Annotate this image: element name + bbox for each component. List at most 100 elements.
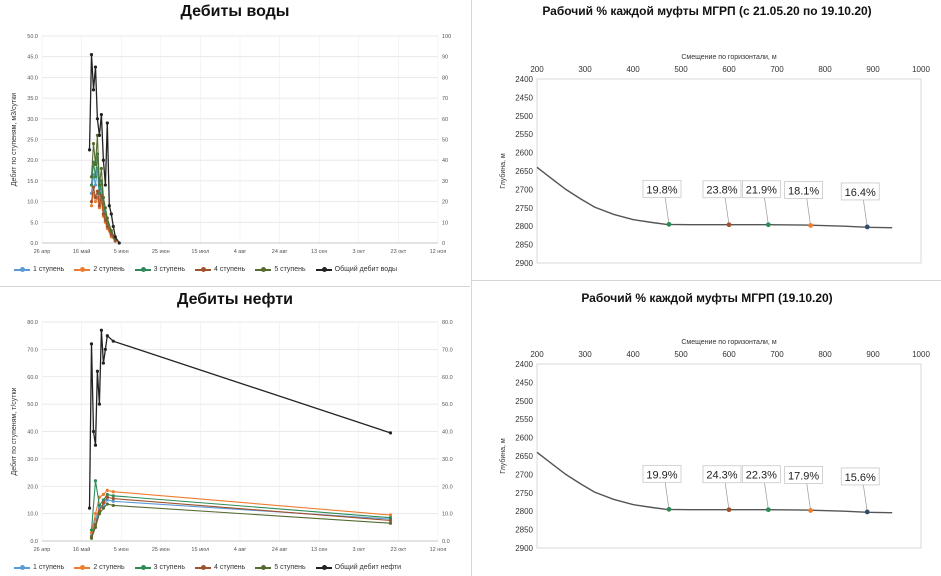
legend-label: Общий дебит воды — [334, 266, 398, 273]
legend-item: 5 ступень — [255, 564, 306, 571]
data-point — [101, 506, 105, 510]
legend-item: Общий дебит воды — [315, 266, 398, 273]
legend-item: 5 ступень — [255, 266, 306, 273]
data-point — [91, 185, 96, 189]
data-point — [97, 503, 102, 508]
chart-title: Рабочий % каждой муфты МГРП (19.10.20) — [581, 291, 833, 305]
data-point — [101, 158, 105, 162]
data-point — [97, 204, 102, 208]
legend-item: 4 ступень — [194, 266, 246, 273]
callout-box — [642, 179, 682, 198]
data-point — [93, 175, 98, 179]
data-point — [93, 200, 98, 204]
data-point — [113, 235, 117, 239]
legend-item: 1 ступень — [14, 564, 64, 571]
data-label: 24.3% — [706, 470, 737, 482]
y-tick-label: 30.0 — [27, 117, 38, 123]
trajectory-line — [536, 166, 893, 229]
data-point — [101, 361, 105, 365]
data-point — [103, 218, 107, 222]
y-tick-label: 2400 — [515, 75, 533, 84]
y-tick-label: 2650 — [515, 167, 533, 176]
callout-leader — [806, 197, 811, 226]
profile-top-chart: Смещение по горизонтали, м 200 300 400 500 60… — [499, 54, 930, 268]
legend-swatch — [134, 564, 151, 570]
profile-bottom-panel: Рабочий % каждой муфты МГРП (19.10.20) С… — [473, 283, 941, 576]
data-point — [89, 183, 94, 187]
data-point — [101, 501, 105, 505]
data-label: 17.9% — [788, 470, 819, 482]
y2-tick-label: 80 — [442, 75, 448, 81]
y-tick-label: 50.0 — [27, 402, 38, 408]
y-tick-label: 15.0 — [27, 179, 38, 185]
muft-point — [666, 221, 672, 227]
x-tick-label: 400 — [626, 65, 640, 74]
muft-point — [864, 509, 870, 515]
x-axis-label: Смещение по горизонтали, м — [681, 339, 776, 346]
data-point — [101, 195, 105, 200]
x-tick-label: 26 апр — [34, 249, 51, 255]
legend-swatch — [194, 564, 211, 570]
x-tick-label: 5 июн — [114, 249, 129, 255]
x-tick-label: 12 ноя — [430, 249, 447, 255]
data-label: 19.8% — [646, 184, 677, 196]
data-point — [388, 431, 393, 435]
x-tick-label: 1000 — [912, 350, 930, 359]
y2-tick-label: 100 — [442, 34, 451, 40]
data-point — [109, 212, 113, 216]
vertical-divider — [471, 0, 472, 576]
data-point — [107, 204, 111, 208]
legend-label: 2 ступень — [93, 564, 125, 571]
legend-label: 4 ступень — [213, 266, 246, 273]
muft-point — [726, 222, 732, 228]
x-tick-label: 5 июн — [114, 547, 129, 553]
x-tick-label: 200 — [530, 65, 544, 74]
data-point — [91, 142, 96, 146]
y2-tick-label: 40.0 — [442, 430, 453, 436]
data-point — [95, 369, 100, 373]
x-tick-label: 1000 — [912, 65, 930, 74]
x-tick-label: 500 — [674, 65, 688, 74]
x-tick-label: 900 — [866, 65, 880, 74]
x-tick-label: 15 июл — [191, 249, 209, 255]
muft-point — [808, 508, 813, 513]
y2-tick-label: 30.0 — [442, 457, 453, 463]
y-tick-label: 2450 — [515, 93, 533, 102]
left-horizontal-divider — [0, 286, 470, 287]
data-point — [111, 494, 115, 498]
chart-title: Рабочий % каждой муфты МГРП (с 21.05.20 … — [542, 4, 872, 18]
y-tick-label: 60.0 — [27, 375, 38, 381]
y2-tick-label: 50.0 — [442, 402, 453, 408]
oil-rates-panel: Дебиты нефти 0.0 10.0 20.0 30.0 40.0 50.0 60.0… — [0, 288, 470, 576]
data-point — [89, 536, 94, 540]
data-point — [93, 183, 98, 187]
callout-box — [741, 465, 781, 484]
data-label: 22.3% — [746, 470, 777, 482]
callout-leader — [664, 481, 670, 510]
y-tick-label: 40.0 — [27, 430, 38, 436]
x-axis-label: Смещение по горизонтали, м — [681, 54, 776, 61]
data-point — [89, 175, 94, 179]
data-point — [89, 204, 94, 208]
callout-leader — [806, 482, 811, 511]
chart-title: Дебиты нефти — [177, 291, 293, 308]
y-tick-label: 20.0 — [27, 158, 38, 164]
y2-tick-label: 40 — [442, 158, 448, 164]
y-tick-label: 0.0 — [30, 539, 38, 545]
y-axis-label: Дебит по ступеням, м3/сутки — [10, 93, 18, 186]
x-tick-label: 700 — [770, 350, 784, 359]
y2-tick-label: 20.0 — [442, 484, 453, 490]
legend-item: 2 ступень — [74, 564, 125, 571]
legend-label: 5 ступень — [274, 266, 306, 273]
callout-box — [784, 466, 824, 484]
data-point — [99, 193, 103, 197]
data-label: 23.8% — [706, 185, 737, 197]
y2-tick-label: 60 — [442, 117, 448, 123]
data-point — [93, 65, 98, 69]
y2-tick-label: 10 — [442, 220, 448, 226]
y-tick-label: 35.0 — [27, 96, 38, 102]
right-horizontal-divider — [472, 280, 941, 281]
y2-tick-label: 80.0 — [442, 320, 453, 326]
y-tick-label: 2700 — [515, 185, 533, 194]
x-tick-label: 16 май — [73, 546, 91, 553]
